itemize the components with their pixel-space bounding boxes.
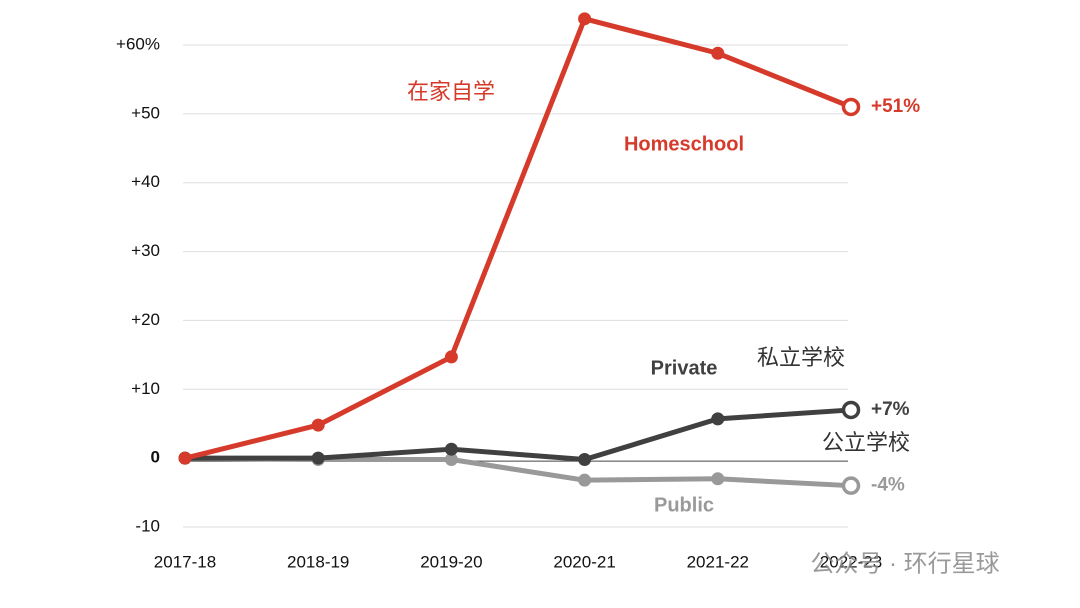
series-name: Private (651, 357, 718, 379)
data-label: +51% (871, 96, 920, 117)
data-point (311, 451, 325, 465)
x-tick-label: 2019-20 (420, 552, 482, 571)
y-tick-label: 0 (151, 448, 160, 467)
y-tick-label: +10 (131, 379, 160, 398)
series-annotation: 私立学校 (757, 345, 845, 370)
data-point (178, 451, 192, 465)
data-point (578, 12, 592, 26)
series-line (184, 455, 852, 489)
y-tick-label: +30 (131, 241, 160, 260)
data-point (444, 453, 458, 467)
data-point (711, 412, 725, 426)
series-line (184, 16, 852, 461)
x-tick-label: 2018-19 (287, 552, 349, 571)
data-point (311, 418, 325, 432)
data-point (841, 400, 861, 420)
data-point (841, 476, 861, 495)
x-tick-label: 2020-21 (553, 552, 615, 571)
watermark: 公众号 · 环行星球 (810, 550, 999, 577)
y-tick-label: +50 (131, 103, 160, 122)
x-tick-label: 2017-18 (154, 552, 216, 571)
data-point (841, 97, 861, 117)
x-tick-label: 2021-22 (687, 552, 749, 571)
data-point (578, 473, 592, 487)
data-point (444, 350, 458, 364)
data-point (711, 472, 725, 486)
series-annotation: 公立学校 (822, 430, 910, 455)
series-annotation: 在家自学 (407, 79, 495, 104)
data-point (444, 442, 458, 456)
data-point (578, 453, 592, 467)
data-label: -4% (871, 475, 905, 496)
x-tick-label: 2022-23 (820, 552, 882, 571)
y-tick-label: +40 (131, 172, 160, 191)
y-tick-label: +20 (131, 310, 160, 329)
series-line (185, 407, 852, 463)
data-label: +7% (871, 399, 910, 420)
y-tick-label: -10 (135, 516, 160, 535)
data-point (711, 46, 725, 60)
series-name: Public (654, 494, 714, 516)
y-tick-label: +60% (116, 34, 160, 53)
series-name: Homeschool (624, 133, 744, 155)
